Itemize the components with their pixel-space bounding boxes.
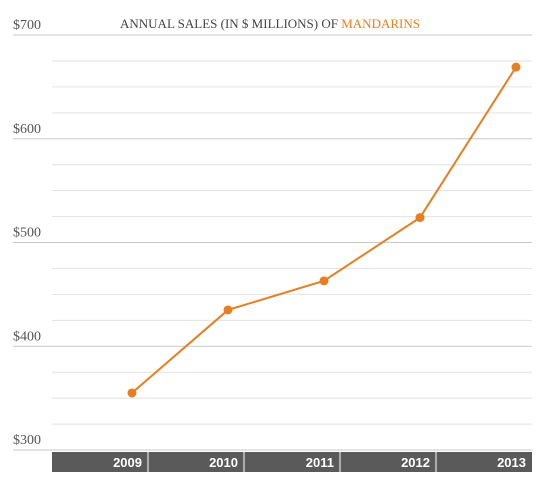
point [223, 305, 233, 315]
x-tick-label: 2013 [497, 455, 526, 470]
y-tick-label: $500 [13, 226, 41, 241]
y-tick-label: $600 [13, 122, 41, 137]
x-band-bg [52, 452, 532, 472]
title-highlight: MANDARINS [341, 16, 420, 31]
x-tick-label: 2010 [209, 455, 238, 470]
plot [127, 62, 521, 398]
x-tick-label: 2011 [306, 455, 334, 470]
y-tick-label: $400 [13, 329, 41, 344]
point [127, 388, 137, 398]
x-tick-label: 2009 [113, 455, 142, 470]
point [415, 213, 425, 223]
y-tick-label: $700 [13, 18, 41, 33]
x-axis-band: 2009 2010 2011 2012 2013 [52, 452, 532, 472]
point [511, 62, 521, 72]
point [319, 276, 329, 286]
grid: $300 $400 $500 $600 $700 [13, 18, 532, 451]
x-tick-label: 2012 [401, 455, 430, 470]
title-text: ANNUAL SALES (IN $ MILLIONS) OF [120, 16, 338, 31]
chart-title: ANNUAL SALES (IN $ MILLIONS) OF MANDARIN… [120, 16, 420, 31]
line [131, 66, 517, 394]
y-tick-label: $300 [13, 433, 41, 448]
